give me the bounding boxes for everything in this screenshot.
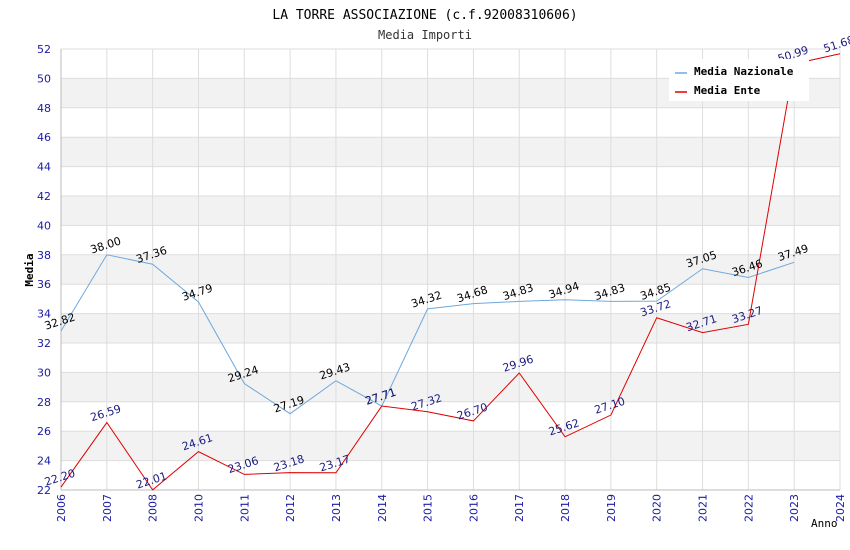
y-tick-label: 46 (37, 131, 51, 144)
x-tick-label: 2017 (513, 494, 526, 522)
x-tick-label: 2019 (605, 494, 618, 522)
plot-bands (61, 78, 840, 461)
grid-band (61, 313, 840, 343)
series-lines (60, 53, 841, 491)
legend-label-media-ente: Media Ente (694, 84, 761, 97)
series-line-media-nazionale (60, 254, 795, 415)
x-tick-label: 2011 (238, 494, 251, 522)
y-tick-label: 22 (37, 484, 51, 497)
y-tick-label: 24 (37, 455, 51, 468)
grid-band (61, 431, 840, 461)
series-line-media-ente (60, 53, 841, 491)
data-label-media-nazionale: 34.68 (455, 283, 489, 305)
data-label-media-ente: 29.96 (501, 353, 535, 375)
x-tick-label: 2006 (55, 494, 68, 522)
y-tick-label: 42 (37, 190, 51, 203)
y-tick-label: 26 (37, 425, 51, 438)
x-tick-label: 2010 (192, 494, 205, 522)
x-tick-label: 2015 (422, 494, 435, 522)
y-axis-label: Media (23, 253, 36, 286)
data-label-media-ente: 51.68 (822, 33, 850, 55)
y-tick-label: 44 (37, 161, 51, 174)
data-label-media-nazionale: 38.00 (89, 234, 123, 256)
y-tick-label: 28 (37, 396, 51, 409)
x-tick-label: 2016 (467, 494, 480, 522)
x-tick-label: 2007 (101, 494, 114, 522)
grid-band (61, 254, 840, 285)
x-tick-label: 2018 (559, 494, 572, 522)
y-tick-label: 32 (37, 337, 51, 350)
plot-grid (60, 48, 841, 491)
data-label-media-ente: 22.20 (43, 467, 77, 489)
y-tick-label: 34 (37, 308, 51, 321)
legend: Media Nazionale Media Ente (669, 59, 809, 101)
y-tick-label: 30 (37, 366, 51, 379)
y-tick-label: 38 (37, 249, 51, 262)
data-label-media-nazionale: 34.79 (180, 282, 214, 304)
x-tick-label: 2021 (697, 494, 710, 522)
x-tick-label: 2012 (284, 494, 297, 522)
y-tick-label: 52 (37, 43, 51, 56)
x-axis-label: Anno (811, 517, 838, 530)
x-tick-label: 2013 (330, 494, 343, 522)
x-tick-label: 2008 (147, 494, 160, 522)
y-tick-label: 48 (37, 102, 51, 115)
y-axis-ticks: 22 24 26 28 30 32 34 36 38 40 42 44 46 48 50 52 (37, 43, 51, 497)
x-tick-label: 2022 (742, 494, 755, 522)
data-label-media-ente: 26.59 (89, 402, 123, 424)
grid-band (61, 196, 840, 226)
grid-band (61, 137, 840, 167)
y-tick-label: 50 (37, 72, 51, 85)
y-tick-label: 36 (37, 278, 51, 291)
grid-band (61, 372, 840, 402)
x-tick-label: 2024 (834, 494, 847, 522)
y-tick-label: 40 (37, 219, 51, 232)
legend-box (669, 59, 809, 101)
x-tick-label: 2014 (376, 494, 389, 522)
legend-label-media-nazionale: Media Nazionale (694, 65, 794, 78)
data-label-media-ente: 26.70 (455, 401, 489, 423)
x-tick-label: 2020 (651, 494, 664, 522)
x-tick-label: 2023 (788, 494, 801, 522)
chart-title: LA TORRE ASSOCIAZIONE (c.f.92008310606) (272, 8, 577, 23)
chart-subtitle: Media Importi (378, 28, 472, 42)
x-axis-ticks: 2006 2007 2008 2010 2011 2012 2013 2014 2015 2016… (55, 494, 847, 522)
